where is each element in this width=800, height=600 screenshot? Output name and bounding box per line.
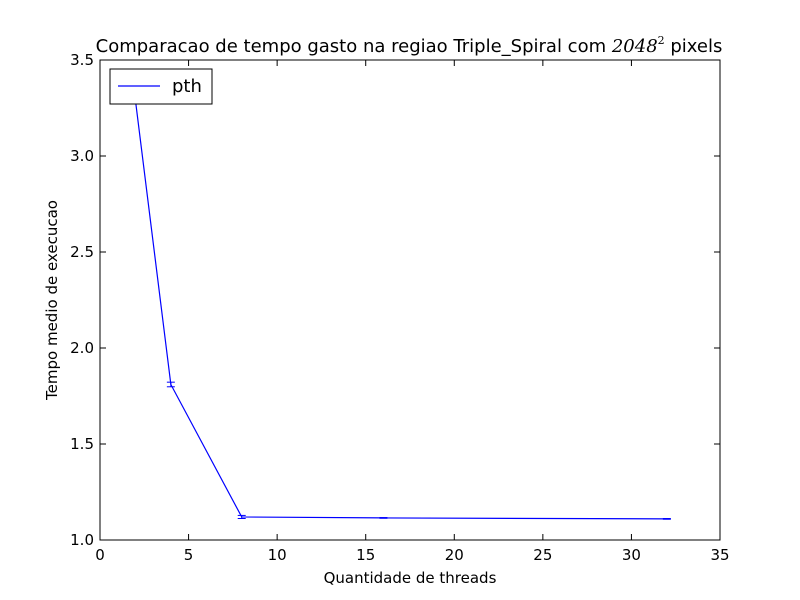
error-bar xyxy=(237,514,246,519)
y-tick-label: 2.5 xyxy=(70,243,94,261)
chart-title-math-base: 2048 xyxy=(611,36,658,57)
tick-labels: 0 5 10 15 20 25 30 35 1.0 1.5 2.0 2.5 3.0 3.5 xyxy=(70,51,729,564)
axis-ticks xyxy=(99,59,721,541)
chart-title-math-exponent: 2 xyxy=(658,34,665,47)
y-tick-label: 1.0 xyxy=(70,531,94,549)
chart-title-suffix: pixels xyxy=(665,36,723,57)
x-tick-label: 10 xyxy=(268,546,287,564)
x-tick-label: 15 xyxy=(356,546,375,564)
y-tick-label: 3.0 xyxy=(70,147,94,165)
x-axis-label: Quantidade de threads xyxy=(324,569,497,587)
x-tick-label: 0 xyxy=(95,546,105,564)
chart-title-prefix: Comparacao de tempo gasto na regiao Trip… xyxy=(96,36,612,57)
series-line-pth xyxy=(134,100,667,520)
chart-title: Comparacao de tempo gasto na regiao Trip… xyxy=(96,34,723,57)
y-tick-label: 1.5 xyxy=(70,435,94,453)
x-tick-label: 5 xyxy=(184,546,194,564)
error-bar xyxy=(379,517,388,519)
x-tick-label: 30 xyxy=(622,546,641,564)
x-tick-label: 25 xyxy=(533,546,552,564)
error-bar xyxy=(166,381,175,388)
x-tick-label: 20 xyxy=(445,546,464,564)
legend: pth xyxy=(109,68,213,105)
y-axis-label: Tempo medio de execucao xyxy=(43,200,61,401)
legend-label-pth: pth xyxy=(172,76,202,97)
x-tick-label: 35 xyxy=(710,546,729,564)
y-tick-label: 3.5 xyxy=(70,51,94,69)
plot-frame xyxy=(99,59,721,541)
y-tick-label: 2.0 xyxy=(70,339,94,357)
series-layer xyxy=(131,97,671,520)
error-bar xyxy=(662,517,671,520)
